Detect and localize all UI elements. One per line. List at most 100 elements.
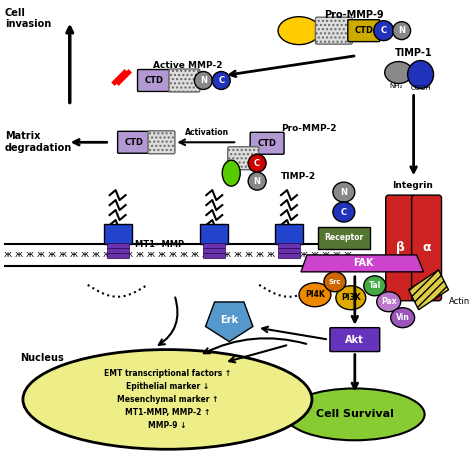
FancyBboxPatch shape (250, 132, 284, 154)
Text: Pax: Pax (381, 297, 397, 306)
Text: Cell
invasion: Cell invasion (5, 8, 51, 29)
Text: Cell Survival: Cell Survival (316, 410, 394, 419)
Text: Activation: Activation (185, 128, 229, 137)
Text: Pro-MMP-9: Pro-MMP-9 (324, 10, 383, 20)
Ellipse shape (222, 160, 240, 186)
Text: N: N (340, 188, 347, 197)
Ellipse shape (333, 182, 355, 202)
Bar (107, 248, 128, 253)
Text: Src: Src (328, 279, 341, 285)
Bar (203, 253, 225, 258)
FancyBboxPatch shape (169, 69, 200, 92)
Text: ж: ж (37, 251, 45, 260)
Ellipse shape (408, 61, 434, 88)
Text: ж: ж (344, 251, 352, 260)
Text: ж: ж (201, 251, 210, 260)
Ellipse shape (248, 172, 266, 190)
Text: PI4K: PI4K (305, 290, 325, 299)
FancyBboxPatch shape (330, 328, 380, 352)
Bar (201, 224, 228, 244)
Text: Actin: Actin (448, 297, 470, 306)
Bar (203, 248, 225, 253)
Text: COOH: COOH (410, 86, 431, 92)
Ellipse shape (23, 350, 312, 449)
Ellipse shape (392, 22, 410, 39)
Text: ж: ж (91, 251, 100, 260)
Text: N: N (254, 177, 261, 186)
Text: ж: ж (245, 251, 253, 260)
Ellipse shape (364, 276, 386, 296)
Text: ж: ж (114, 251, 122, 260)
Text: ж: ж (125, 251, 133, 260)
Text: ж: ж (26, 251, 34, 260)
FancyBboxPatch shape (386, 195, 416, 301)
Text: α: α (422, 241, 431, 255)
FancyBboxPatch shape (348, 19, 380, 42)
Ellipse shape (285, 389, 425, 440)
Ellipse shape (374, 21, 394, 41)
Text: TIMP-2: TIMP-2 (281, 172, 316, 181)
FancyBboxPatch shape (148, 131, 175, 154)
Bar (278, 248, 300, 253)
Text: ж: ж (278, 251, 286, 260)
Text: ж: ж (168, 251, 176, 260)
Text: MT1- MMP: MT1- MMP (135, 241, 184, 250)
Polygon shape (301, 255, 424, 272)
Text: Active MMP-2: Active MMP-2 (153, 61, 222, 70)
Text: Matrix
degradation: Matrix degradation (5, 131, 72, 153)
Text: NH₂: NH₂ (389, 83, 402, 90)
Text: Pro-MMP-2: Pro-MMP-2 (281, 124, 337, 133)
Text: C: C (381, 26, 387, 35)
Text: ж: ж (81, 251, 89, 260)
FancyBboxPatch shape (137, 69, 172, 92)
Text: ж: ж (234, 251, 242, 260)
Ellipse shape (385, 62, 412, 83)
Text: ж: ж (157, 251, 165, 260)
Text: TIMP-1: TIMP-1 (395, 48, 432, 58)
Text: ж: ж (190, 251, 199, 260)
Bar (318, 227, 370, 249)
Text: Integrin: Integrin (392, 181, 433, 190)
Text: ж: ж (136, 251, 144, 260)
Polygon shape (206, 302, 253, 342)
Text: ж: ж (333, 251, 341, 260)
Ellipse shape (336, 286, 366, 310)
Text: β: β (396, 241, 405, 255)
Bar (107, 243, 128, 248)
Ellipse shape (278, 17, 320, 44)
Text: CTD: CTD (354, 26, 374, 35)
Text: C: C (254, 159, 260, 168)
FancyBboxPatch shape (228, 147, 259, 170)
Ellipse shape (324, 272, 346, 292)
Text: N: N (398, 26, 405, 35)
Text: CTD: CTD (257, 139, 277, 148)
Text: CTD: CTD (125, 138, 144, 147)
Bar (278, 243, 300, 248)
Text: ж: ж (15, 251, 23, 260)
Ellipse shape (377, 292, 401, 312)
Text: Tal: Tal (369, 281, 381, 290)
Bar (275, 224, 303, 244)
FancyBboxPatch shape (118, 131, 152, 153)
Ellipse shape (248, 154, 266, 172)
Text: ж: ж (256, 251, 264, 260)
Text: C: C (341, 207, 347, 217)
Text: Nucleus: Nucleus (20, 352, 64, 362)
Bar (107, 253, 128, 258)
FancyBboxPatch shape (315, 17, 352, 44)
Ellipse shape (299, 283, 331, 307)
Text: ж: ж (311, 251, 319, 260)
Text: PI3K: PI3K (341, 293, 361, 302)
Ellipse shape (333, 202, 355, 222)
Polygon shape (409, 270, 448, 310)
Ellipse shape (212, 72, 230, 89)
Text: ж: ж (146, 251, 155, 260)
Text: ж: ж (4, 251, 12, 260)
Text: ж: ж (179, 251, 187, 260)
Text: N: N (200, 76, 207, 85)
Ellipse shape (194, 72, 212, 89)
Text: ж: ж (70, 251, 78, 260)
Text: Vin: Vin (396, 313, 410, 322)
Text: C: C (218, 76, 224, 85)
Text: ж: ж (59, 251, 67, 260)
